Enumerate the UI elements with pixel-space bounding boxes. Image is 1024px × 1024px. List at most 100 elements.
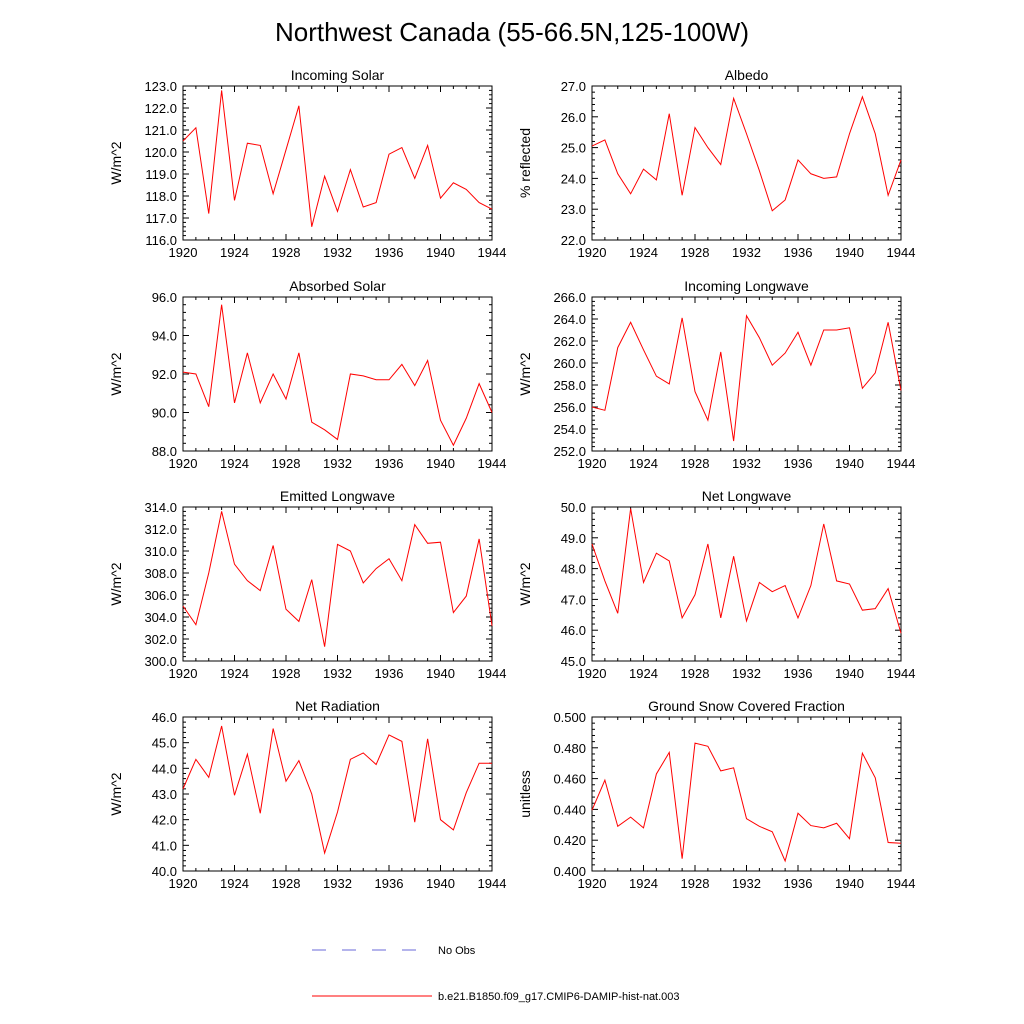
series-line [591, 508, 902, 634]
x-tick-label: 1932 [732, 456, 761, 471]
y-axis-label: W/m^2 [517, 352, 533, 395]
x-tick-label: 1944 [887, 245, 916, 260]
x-tick-label: 1920 [169, 666, 198, 681]
y-tick-label: 50.0 [561, 500, 586, 515]
y-tick-label: 48.0 [561, 562, 586, 577]
x-tick-label: 1924 [629, 666, 658, 681]
panel-2: Absorbed Solar W/m^2 1920 1924 1928 1932 1936 1… [108, 278, 506, 471]
y-tick-label: 49.0 [561, 531, 586, 546]
y-tick-label: 23.0 [561, 202, 586, 217]
y-axis-label: W/m^2 [108, 141, 124, 184]
x-tick-label: 1924 [629, 456, 658, 471]
x-tick-label: 1944 [887, 876, 916, 891]
x-tick-label: 1936 [375, 245, 404, 260]
x-tick-label: 1928 [681, 245, 710, 260]
y-tick-label: 27.0 [561, 79, 586, 94]
panel-title: Net Radiation [295, 698, 380, 714]
series-line [182, 511, 493, 647]
x-tick-label: 1936 [784, 876, 813, 891]
y-tick-label: 254.0 [553, 422, 586, 437]
y-tick-label: 43.0 [152, 787, 177, 802]
x-tick-label: 1940 [835, 876, 864, 891]
series-line [591, 314, 902, 442]
plot-frame [591, 85, 902, 241]
x-tick-label: 1932 [323, 666, 352, 681]
x-tick-label: 1936 [784, 666, 813, 681]
x-tick-label: 1944 [478, 666, 507, 681]
plot-frame [182, 716, 493, 872]
x-tick-label: 1928 [272, 245, 301, 260]
y-tick-label: 41.0 [152, 838, 177, 853]
y-axis-label: % reflected [517, 128, 533, 198]
x-tick-label: 1944 [478, 245, 507, 260]
y-tick-label: 25.0 [561, 141, 586, 156]
x-tick-label: 1940 [835, 666, 864, 681]
panel-title: Absorbed Solar [289, 278, 386, 294]
y-tick-label: 0.420 [553, 833, 586, 848]
x-tick-label: 1936 [784, 456, 813, 471]
series-line [182, 304, 493, 447]
y-tick-label: 308.0 [144, 566, 177, 581]
y-tick-label: 260.0 [553, 356, 586, 371]
x-tick-label: 1936 [375, 456, 404, 471]
y-tick-label: 306.0 [144, 588, 177, 603]
panel-title: Net Longwave [702, 488, 792, 504]
panel-title: Incoming Solar [291, 67, 385, 83]
plot-frame [182, 85, 493, 241]
x-tick-label: 1920 [578, 456, 607, 471]
x-tick-label: 1924 [629, 245, 658, 260]
panel-title: Ground Snow Covered Fraction [648, 698, 845, 714]
x-tick-label: 1920 [578, 876, 607, 891]
y-tick-label: 262.0 [553, 334, 586, 349]
x-tick-label: 1936 [784, 245, 813, 260]
y-tick-label: 256.0 [553, 400, 586, 415]
x-tick-label: 1932 [732, 876, 761, 891]
x-tick-label: 1920 [169, 876, 198, 891]
x-tick-label: 1940 [835, 245, 864, 260]
plot-frame [591, 716, 902, 872]
y-tick-label: 117.0 [145, 211, 177, 226]
x-tick-label: 1944 [887, 456, 916, 471]
y-tick-label: 44.0 [152, 761, 177, 776]
y-tick-label: 0.440 [553, 802, 586, 817]
x-tick-label: 1924 [220, 456, 249, 471]
series-line [591, 95, 902, 212]
y-tick-label: 46.0 [152, 710, 177, 725]
plot-frame [182, 296, 493, 452]
x-tick-label: 1920 [578, 666, 607, 681]
x-tick-label: 1928 [272, 456, 301, 471]
x-tick-label: 1924 [220, 245, 249, 260]
legend: No Obs b.e21.B1850.f09_g17.CMIP6-DAMIP-hi… [312, 945, 680, 1003]
x-tick-label: 1928 [681, 876, 710, 891]
y-tick-label: 92.0 [152, 367, 177, 382]
y-tick-label: 47.0 [561, 592, 586, 607]
x-tick-label: 1940 [426, 876, 455, 891]
x-tick-label: 1940 [835, 456, 864, 471]
x-tick-label: 1928 [681, 456, 710, 471]
plot-frame [182, 506, 493, 662]
y-tick-label: 90.0 [152, 406, 177, 421]
x-tick-label: 1944 [478, 876, 507, 891]
x-tick-label: 1924 [220, 666, 249, 681]
y-tick-label: 0.500 [553, 710, 586, 725]
y-tick-label: 0.400 [553, 864, 586, 879]
x-tick-label: 1932 [323, 245, 352, 260]
panels: Incoming Solar W/m^2 1920 1924 1928 1932 1936 1… [108, 67, 915, 891]
y-tick-label: 310.0 [144, 544, 177, 559]
panel-title: Incoming Longwave [684, 278, 809, 294]
y-tick-label: 264.0 [553, 312, 586, 327]
y-tick-label: 0.460 [553, 772, 586, 787]
legend-label-0: No Obs [438, 945, 476, 957]
series-line [591, 742, 902, 863]
y-tick-label: 88.0 [152, 444, 177, 459]
x-tick-label: 1924 [220, 876, 249, 891]
x-tick-label: 1944 [887, 666, 916, 681]
x-tick-label: 1940 [426, 456, 455, 471]
y-tick-label: 119.0 [145, 167, 177, 182]
x-tick-label: 1932 [732, 666, 761, 681]
y-tick-label: 314.0 [144, 500, 177, 515]
y-tick-label: 22.0 [561, 233, 586, 248]
y-tick-label: 123.0 [144, 79, 177, 94]
y-tick-label: 42.0 [152, 813, 177, 828]
